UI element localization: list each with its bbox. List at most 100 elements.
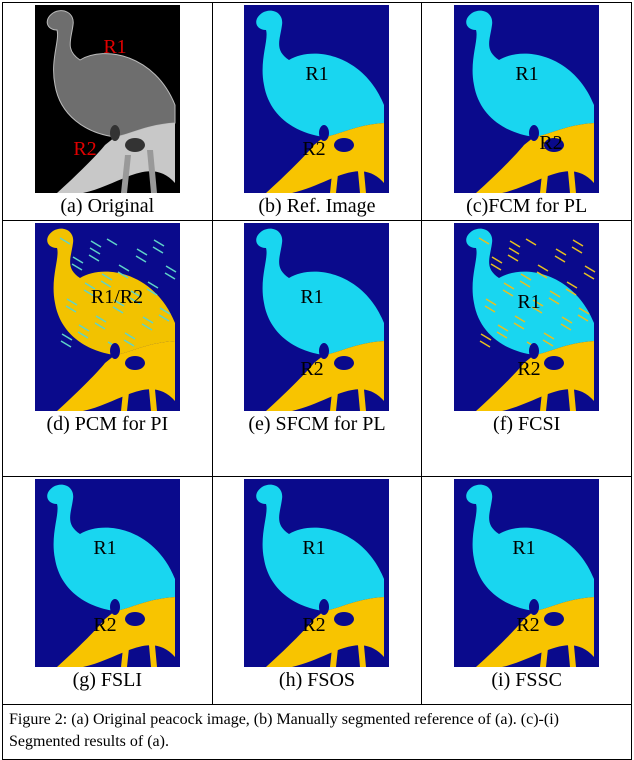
legs xyxy=(540,368,577,411)
panel-caption: (e) SFCM for PL xyxy=(248,413,386,435)
texture-stroke xyxy=(549,290,561,298)
texture-stroke xyxy=(77,331,89,339)
hole xyxy=(109,599,120,615)
panel-caption: (g) FSLI xyxy=(72,669,143,691)
texture-stroke xyxy=(508,247,520,255)
texture-stroke xyxy=(72,256,84,264)
texture-stroke xyxy=(560,323,572,331)
panel-caption: (c)FCM for PL xyxy=(466,195,588,217)
texture-stroke xyxy=(537,264,549,272)
texture-stroke xyxy=(152,246,164,254)
region-r1 xyxy=(466,10,595,137)
texture-stroke xyxy=(118,264,130,272)
texture-stroke xyxy=(502,289,514,297)
texture-stroke xyxy=(548,297,560,305)
texture-stroke xyxy=(490,263,502,271)
texture-stroke xyxy=(478,237,490,245)
region-r1 xyxy=(466,228,595,355)
texture-stroke xyxy=(123,339,135,347)
texture-stroke xyxy=(61,333,73,341)
hole xyxy=(334,356,355,370)
texture-stroke xyxy=(60,340,72,348)
texture-stroke xyxy=(480,333,492,341)
legs xyxy=(330,624,367,667)
texture-stroke xyxy=(519,280,531,288)
texture-stroke xyxy=(509,240,521,248)
legs xyxy=(330,150,367,193)
texture-stroke xyxy=(124,332,136,340)
region-r2 xyxy=(56,597,175,667)
panel-cell: R1 R2 (b) Ref. Image xyxy=(211,2,423,221)
region-label: R2 xyxy=(303,614,326,636)
texture-stroke xyxy=(484,305,496,313)
texture-stroke xyxy=(165,265,177,273)
panel-caption: (d) PCM for PI xyxy=(46,413,169,435)
texture-stroke xyxy=(584,265,596,273)
legs xyxy=(540,150,577,193)
texture-stroke xyxy=(496,331,508,339)
texture-stroke xyxy=(94,322,106,330)
panel-caption: (i) FSSC xyxy=(491,669,562,691)
region-r2 xyxy=(266,341,385,411)
hole xyxy=(334,612,355,626)
texture-stroke xyxy=(572,239,584,247)
texture-stroke xyxy=(136,248,148,256)
panel-image: R1 R2 xyxy=(244,223,390,411)
legs xyxy=(120,624,157,667)
panel-cell: R1 R2 (e) SFCM for PL xyxy=(211,220,423,477)
panel-cell: R1 R2 (f) FCSI xyxy=(421,220,632,477)
hole xyxy=(319,599,330,615)
texture-stroke xyxy=(536,271,548,279)
region-r1 xyxy=(256,228,385,355)
region-label: R1 xyxy=(306,63,329,85)
texture-stroke xyxy=(95,315,107,323)
hole xyxy=(529,125,540,141)
region-r1 xyxy=(47,484,175,611)
hole xyxy=(319,125,330,141)
panel-cell: R1 R2 (i) FSSC xyxy=(421,476,632,705)
texture-stroke xyxy=(554,255,566,263)
texture-stroke xyxy=(543,332,555,340)
texture-stroke xyxy=(89,247,101,255)
panel-cell: R1 R2 (g) FSLI xyxy=(2,476,213,705)
texture-stroke xyxy=(497,324,509,332)
region-r1 xyxy=(466,484,595,611)
region-r2 xyxy=(56,341,175,411)
panel-image: R1 R2 xyxy=(34,5,180,193)
texture-stroke xyxy=(566,281,578,289)
texture-stroke xyxy=(164,272,176,280)
texture-stroke xyxy=(531,306,543,314)
texture-stroke xyxy=(71,263,83,271)
panel-image: R1 R2 xyxy=(454,223,600,411)
texture-stroke xyxy=(90,240,102,248)
region-label: R1 xyxy=(303,537,326,559)
texture-stroke xyxy=(78,324,90,332)
panel-row: R1 R2 (g) FSLI R1 R2 (h) FSOS R1 R2 (i) FSSC xyxy=(2,476,632,705)
hole xyxy=(109,343,120,359)
hole xyxy=(124,612,145,626)
texture-stroke xyxy=(542,339,554,347)
region-label: R1 xyxy=(512,537,535,559)
panel-cell: R1 R2 (c)FCM for PL xyxy=(421,2,632,221)
hole xyxy=(544,138,565,152)
region-r1 xyxy=(256,484,385,611)
region-label: R1 xyxy=(515,63,538,85)
texture-stroke xyxy=(532,299,544,307)
panel-caption: (f) FCSI xyxy=(493,413,561,435)
panel-cell: R1 R2 (h) FSOS xyxy=(211,476,423,705)
texture-stroke xyxy=(159,307,171,315)
texture-stroke xyxy=(561,316,573,324)
hole xyxy=(544,356,565,370)
panel-image: R1 R2 xyxy=(244,5,390,193)
hole xyxy=(124,356,145,370)
texture-stroke xyxy=(565,288,577,296)
region-label: R2 xyxy=(516,614,539,636)
panel-cell: R1 R2 (a) Original xyxy=(2,2,213,221)
hole xyxy=(124,138,145,152)
texture-stroke xyxy=(66,298,78,306)
region-label: R2 xyxy=(73,138,96,160)
texture-stroke xyxy=(142,316,154,324)
